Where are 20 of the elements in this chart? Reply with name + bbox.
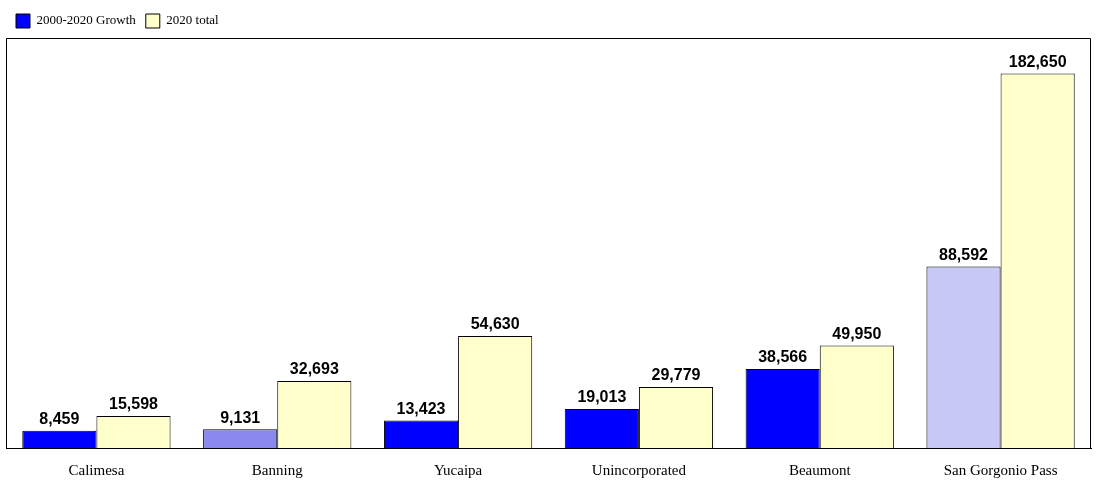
data-label: 54,630 (470, 315, 520, 333)
data-label: 8,459 (39, 410, 80, 428)
data-label: 15,598 (109, 395, 159, 413)
x-tick-label: Banning (251, 461, 304, 478)
legend-label: 2020 total (166, 12, 220, 28)
x-tick-label: Unincorporated (591, 461, 687, 478)
x-tick-label: San Gorgonio Pass (943, 461, 1058, 478)
data-label: 38,566 (758, 348, 808, 366)
data-label: 29,779 (651, 366, 701, 384)
data-label: 19,013 (577, 388, 627, 406)
data-label: 32,693 (289, 360, 339, 378)
x-tick-label: Beaumont (788, 461, 852, 478)
x-tick-label: Calimesa (68, 461, 125, 478)
x-tick-label: Yucaipa (433, 461, 483, 478)
data-label: 182,650 (1008, 52, 1067, 70)
data-label: 9,131 (220, 408, 261, 426)
data-label: 49,950 (832, 325, 882, 343)
legend-label: 2000-2020 Growth (36, 12, 137, 28)
data-label: 88,592 (939, 245, 989, 263)
data-label: 13,423 (396, 399, 446, 417)
